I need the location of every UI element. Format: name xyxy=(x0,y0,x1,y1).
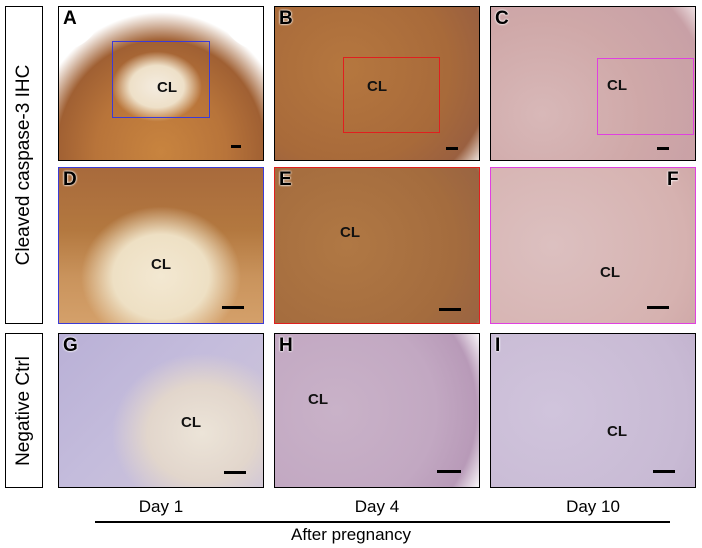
cl-label-b: CL xyxy=(367,78,387,95)
micrograph-d xyxy=(59,168,263,323)
panel-c: C CL xyxy=(490,6,696,161)
micrograph-i xyxy=(491,334,695,487)
micrograph-g xyxy=(59,334,263,487)
scale-bar-e xyxy=(439,308,461,311)
panel-letter-e: E xyxy=(279,169,292,190)
panel-f: F CL xyxy=(490,167,696,324)
panel-letter-b: B xyxy=(279,8,293,29)
scale-bar-d xyxy=(222,306,244,309)
row-label-ctrl: Negative Ctrl xyxy=(13,355,34,466)
scale-bar-a xyxy=(231,145,241,148)
panel-d: D CL xyxy=(58,167,264,324)
panel-i: I CL xyxy=(490,333,696,488)
micrograph-b xyxy=(275,7,479,160)
scale-bar-f xyxy=(647,306,669,309)
scale-bar-b xyxy=(446,147,458,150)
panel-b: B CL xyxy=(274,6,480,161)
scale-bar-h xyxy=(437,470,461,473)
panel-letter-d: D xyxy=(63,169,77,190)
scale-bar-g xyxy=(224,471,246,474)
panel-a: A CL xyxy=(58,6,264,161)
inset-box-a xyxy=(112,41,210,118)
row-label-ihc-box: Cleaved caspase-3 IHC xyxy=(5,6,43,324)
column-label-day4: Day 4 xyxy=(354,497,400,516)
cl-label-g: CL xyxy=(181,414,201,431)
cl-label-e: CL xyxy=(340,224,360,241)
cl-label-f: CL xyxy=(600,264,620,281)
scale-bar-c xyxy=(657,147,669,150)
panel-letter-g: G xyxy=(63,335,78,356)
scale-bar-i xyxy=(653,470,675,473)
micrograph-f xyxy=(491,168,695,323)
panel-letter-i: I xyxy=(495,335,501,356)
micrograph-h xyxy=(275,334,479,487)
cl-label-a: CL xyxy=(157,79,177,96)
inset-box-c xyxy=(597,58,694,135)
x-axis-line xyxy=(95,521,670,523)
row-label-ctrl-box: Negative Ctrl xyxy=(5,333,43,488)
cl-label-i: CL xyxy=(607,423,627,440)
column-label-day1: Day 1 xyxy=(138,497,184,516)
panel-letter-h: H xyxy=(279,335,293,356)
inset-box-b xyxy=(343,57,440,133)
panel-letter-f: F xyxy=(667,169,679,190)
row-label-ihc: Cleaved caspase-3 IHC xyxy=(13,64,34,266)
panel-g: G CL xyxy=(58,333,264,488)
panel-e: E CL xyxy=(274,167,480,324)
micrograph-e xyxy=(275,168,479,323)
panel-h: H CL xyxy=(274,333,480,488)
cl-label-c: CL xyxy=(607,77,627,94)
panel-letter-c: C xyxy=(495,8,509,29)
column-label-day10: Day 10 xyxy=(566,497,620,516)
panel-letter-a: A xyxy=(63,8,77,29)
cl-label-h: CL xyxy=(308,391,328,408)
cl-label-d: CL xyxy=(151,256,171,273)
x-axis-title: After pregnancy xyxy=(290,525,411,544)
